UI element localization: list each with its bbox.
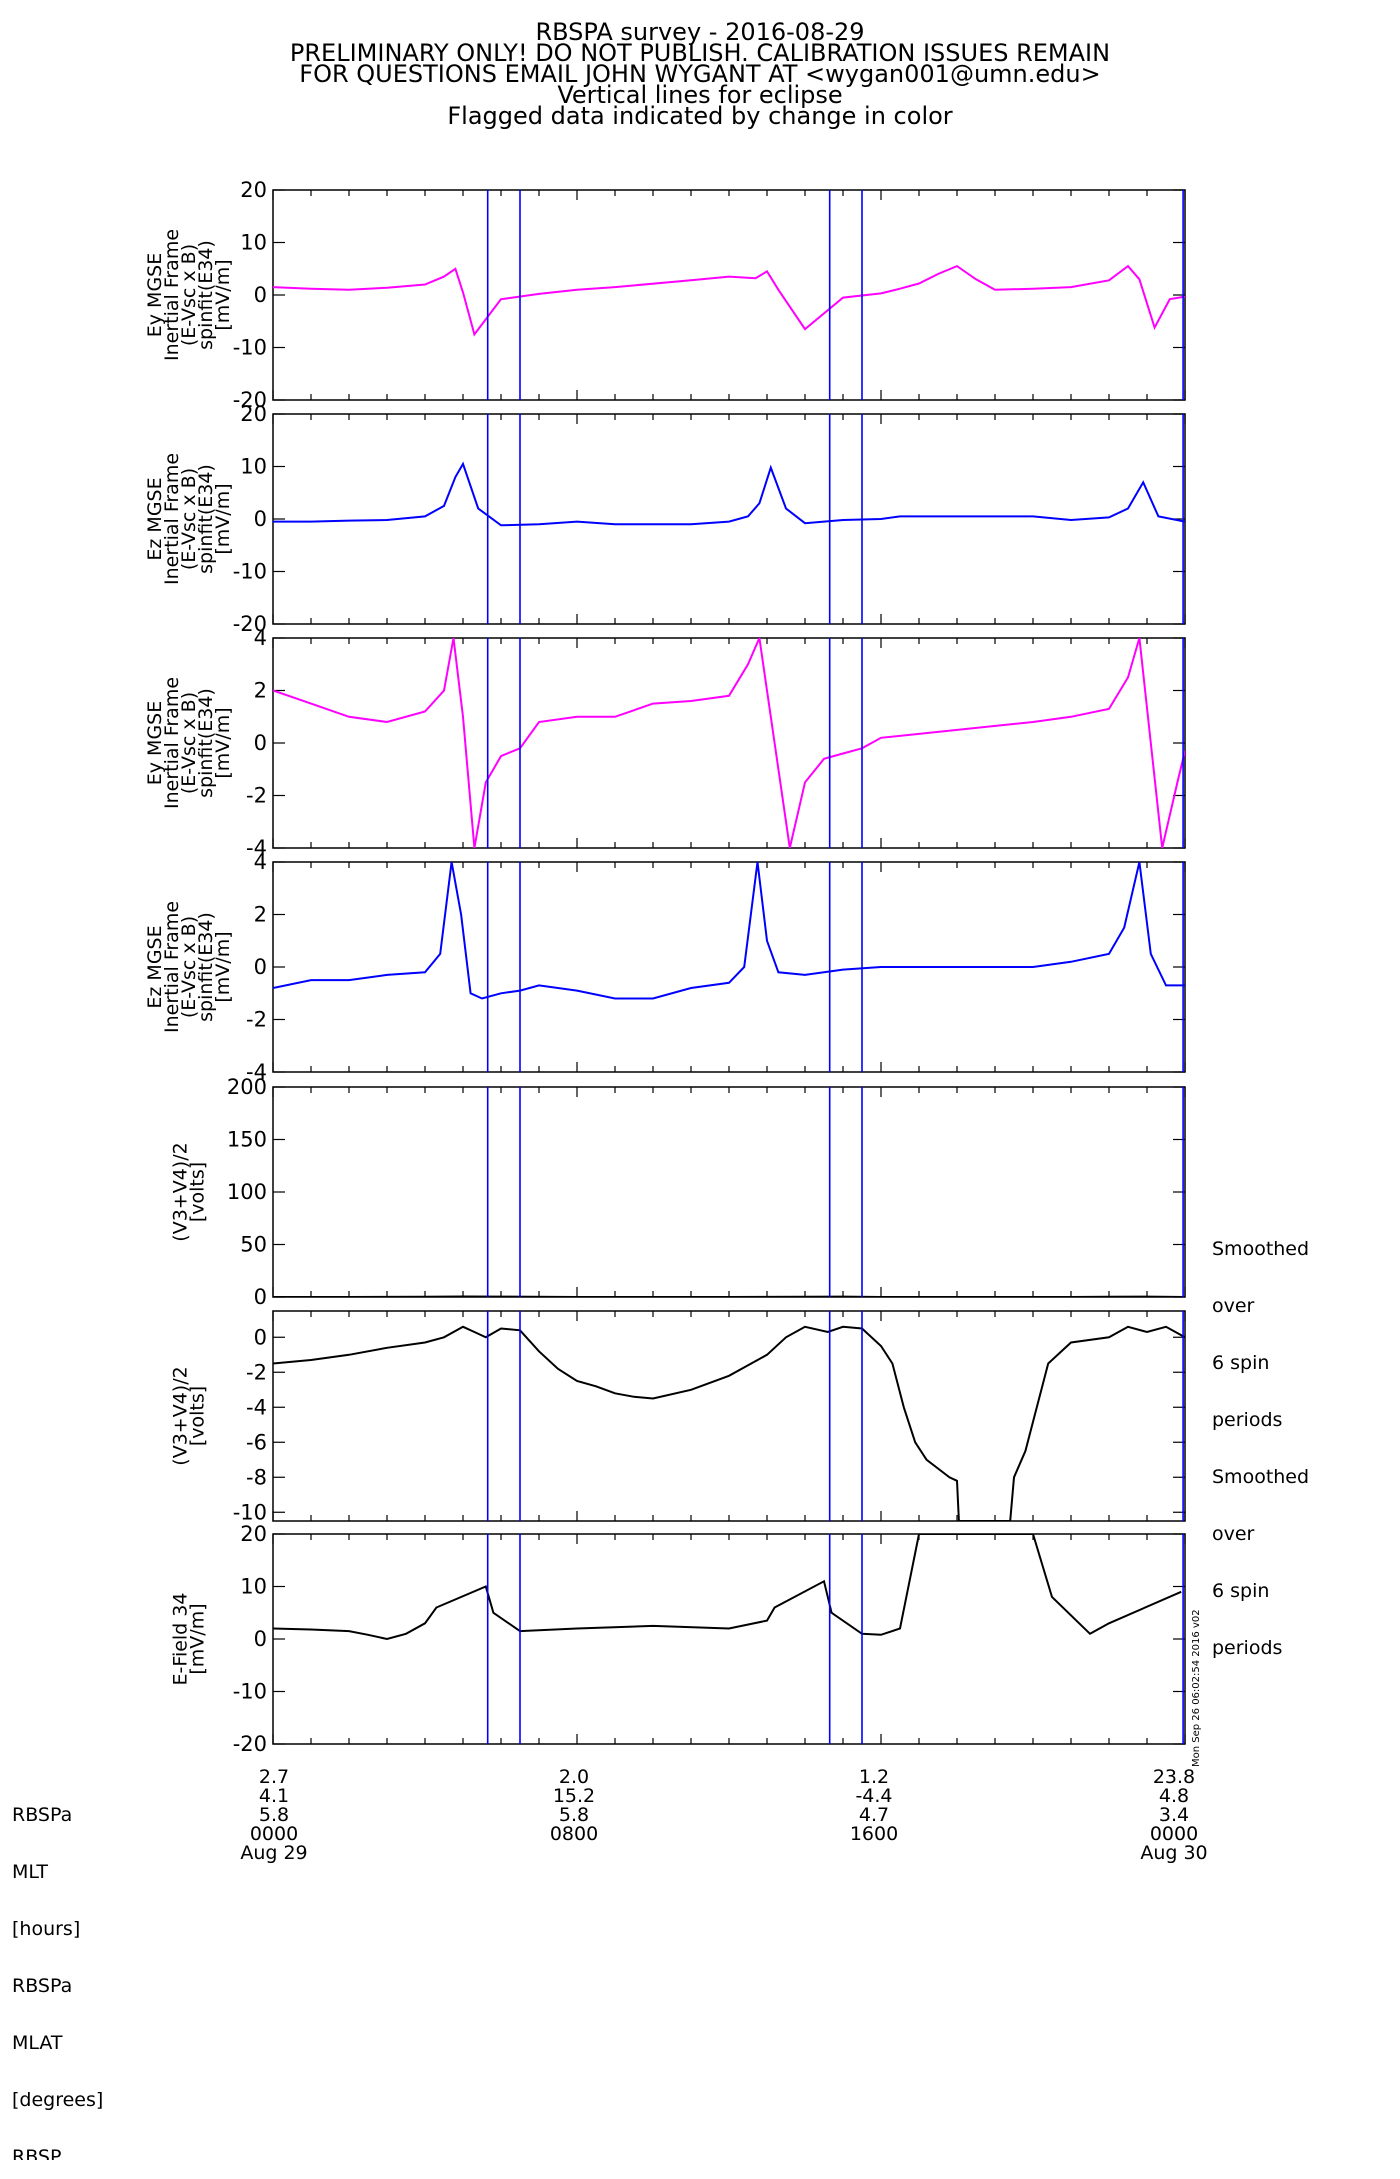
panel-7-ytick-label: 10 bbox=[240, 1575, 267, 1599]
panel-2-ytick-label: 0 bbox=[254, 507, 267, 531]
title-line-2: PRELIMINARY ONLY! DO NOT PUBLISH. CALIBR… bbox=[289, 39, 1111, 67]
panel-1-ylabel-line: (E-Vsc x B) bbox=[178, 244, 200, 346]
panel-6-ytick-label: -2 bbox=[246, 1360, 267, 1384]
title-line-4: Vertical lines for eclipse bbox=[557, 81, 843, 109]
title-line-1: RBSPA survey - 2016-08-29 bbox=[535, 18, 865, 46]
panel-4-ytick-label: 4 bbox=[254, 850, 267, 874]
panel-1-ytick-label: 20 bbox=[240, 178, 267, 202]
panel-3-ytick-label: -2 bbox=[246, 784, 267, 808]
footer-col-0800: 2.0 15.2 5.8 0800 bbox=[549, 1766, 599, 1845]
side-note-panel-6: Smoothed over 6 spin periods bbox=[1212, 1466, 1310, 1659]
panel-2-frame bbox=[272, 413, 1186, 625]
panel-4-ylabel-line: Ez MGSE bbox=[144, 925, 166, 1008]
panel-3-ytick-label: 2 bbox=[254, 679, 267, 703]
panel-4-ytick-label: -2 bbox=[246, 1008, 267, 1032]
panel-7-ytick-label: -10 bbox=[233, 1680, 267, 1704]
panel-7-ytick-label: 0 bbox=[254, 1627, 267, 1651]
panel-6-series-line bbox=[273, 1325, 1185, 1521]
chart-title: RBSPA survey - 2016-08-29 PRELIMINARY ON… bbox=[0, 18, 1400, 130]
panel-2-ylabel-line: spinfit(E34) bbox=[195, 464, 217, 574]
panel-3-ytick-label: 4 bbox=[254, 626, 267, 650]
panel-4-frame bbox=[272, 861, 1186, 1073]
panel-6-ytick-label: -8 bbox=[246, 1465, 267, 1489]
panel-7-frame bbox=[272, 1533, 1186, 1745]
panel-6-ytick-label: -10 bbox=[233, 1500, 267, 1524]
panel-3-ylabel-line: spinfit(E34) bbox=[195, 688, 217, 798]
panel-7-ytick-label: -20 bbox=[233, 1732, 267, 1756]
panel-2-ytick-label: 10 bbox=[240, 455, 267, 479]
panel-5-ytick-label: 150 bbox=[227, 1128, 267, 1152]
panel-6-ytick-label: -6 bbox=[246, 1430, 267, 1454]
panel-5-ytick-label: 0 bbox=[254, 1285, 267, 1309]
panel-3-ylabel-line: Inertial Frame bbox=[161, 677, 183, 809]
panel-2-ylabel-line: [mV/m] bbox=[212, 483, 234, 554]
panel-3-ylabel-line: (E-Vsc x B) bbox=[178, 692, 200, 794]
panel-2-ytick-label: -10 bbox=[233, 560, 267, 584]
panel-1-frame bbox=[272, 189, 1186, 401]
panel-4-series-line bbox=[273, 862, 1185, 1000]
panel-7-ylabel-line: E-Field 34 bbox=[170, 1593, 192, 1686]
panel-2-ylabel-line: Inertial Frame bbox=[161, 453, 183, 585]
footer-col-0000: 2.7 4.1 5.8 0000 Aug 29 bbox=[240, 1766, 308, 1864]
panel-1-ylabel-line: Inertial Frame bbox=[161, 229, 183, 361]
panel-5-ylabel-line: (V3+V4)/2 bbox=[170, 1142, 192, 1241]
panel-3-ylabel-line: Ey MGSE bbox=[144, 701, 166, 785]
panel-5-series-line bbox=[273, 1295, 1185, 1297]
panel-2-ytick-label: -20 bbox=[233, 612, 267, 636]
panel-2-ytick-label: 20 bbox=[240, 402, 267, 426]
panel-6-ylabel-line: [volts] bbox=[187, 1386, 209, 1446]
panel-3-ylabel-line: [mV/m] bbox=[212, 707, 234, 778]
panel-7-series-line bbox=[273, 1534, 1182, 1641]
panel-1-ytick-label: 0 bbox=[254, 283, 267, 307]
panel-4-ytick-label: -4 bbox=[246, 1060, 267, 1084]
panel-5-ytick-label: 50 bbox=[240, 1233, 267, 1257]
side-note-panel-5: Smoothed over 6 spin periods bbox=[1212, 1238, 1310, 1431]
panel-6-ytick-label: -4 bbox=[246, 1395, 267, 1419]
panel-2-series-line bbox=[273, 461, 1185, 527]
panel-4-ytick-label: 0 bbox=[254, 955, 267, 979]
panel-1-ytick-label: -20 bbox=[233, 388, 267, 412]
panel-6-ylabel-line: (V3+V4)/2 bbox=[170, 1366, 192, 1465]
panel-6-ytick-label: 0 bbox=[254, 1325, 267, 1349]
panel-1-ylabel-line: Ey MGSE bbox=[144, 253, 166, 337]
panel-4-ylabel-line: (E-Vsc x B) bbox=[178, 916, 200, 1018]
panel-1-ylabel-line: [mV/m] bbox=[212, 259, 234, 330]
footer-col-1600: 1.2 -4.4 4.7 1600 bbox=[849, 1766, 899, 1845]
panel-5-ytick-label: 200 bbox=[227, 1075, 267, 1099]
panel-7-ytick-label: 20 bbox=[240, 1522, 267, 1546]
panel-5-ylabel-line: [volts] bbox=[187, 1162, 209, 1222]
panel-4-ylabel-line: Inertial Frame bbox=[161, 901, 183, 1033]
footer-col-0000-aug30: 23.8 4.8 3.4 0000 Aug 30 bbox=[1140, 1766, 1208, 1864]
panel-6-frame bbox=[272, 1310, 1186, 1522]
panel-3-ytick-label: -4 bbox=[246, 836, 267, 860]
panel-2-ylabel-line: (E-Vsc x B) bbox=[178, 468, 200, 570]
panel-5-frame bbox=[272, 1086, 1186, 1298]
panel-5-ytick-label: 100 bbox=[227, 1180, 267, 1204]
footer-row-labels: RBSPa MLT [hours] RBSPa MLAT [degrees] R… bbox=[12, 1804, 104, 2161]
panel-3-frame bbox=[272, 637, 1186, 849]
panel-4-ytick-label: 2 bbox=[254, 903, 267, 927]
panel-1-ytick-label: 10 bbox=[240, 231, 267, 255]
panel-1-series-line bbox=[273, 264, 1185, 337]
panel-1-ytick-label: -10 bbox=[233, 336, 267, 360]
panel-3-series-line bbox=[273, 638, 1185, 848]
panel-3-ytick-label: 0 bbox=[254, 731, 267, 755]
timestamp-stamp: Mon Sep 26 06:02:54 2016 v02 bbox=[1191, 1609, 1202, 1767]
title-line-5: Flagged data indicated by change in colo… bbox=[447, 102, 953, 130]
panel-1-ylabel-line: spinfit(E34) bbox=[195, 240, 217, 350]
panel-4-ylabel-line: [mV/m] bbox=[212, 931, 234, 1002]
panel-4-ylabel-line: spinfit(E34) bbox=[195, 912, 217, 1022]
title-line-3: FOR QUESTIONS EMAIL JOHN WYGANT AT <wyga… bbox=[299, 60, 1101, 88]
panel-2-ylabel-line: Ez MGSE bbox=[144, 477, 166, 560]
panel-7-ylabel-line: [mV/m] bbox=[187, 1603, 209, 1674]
